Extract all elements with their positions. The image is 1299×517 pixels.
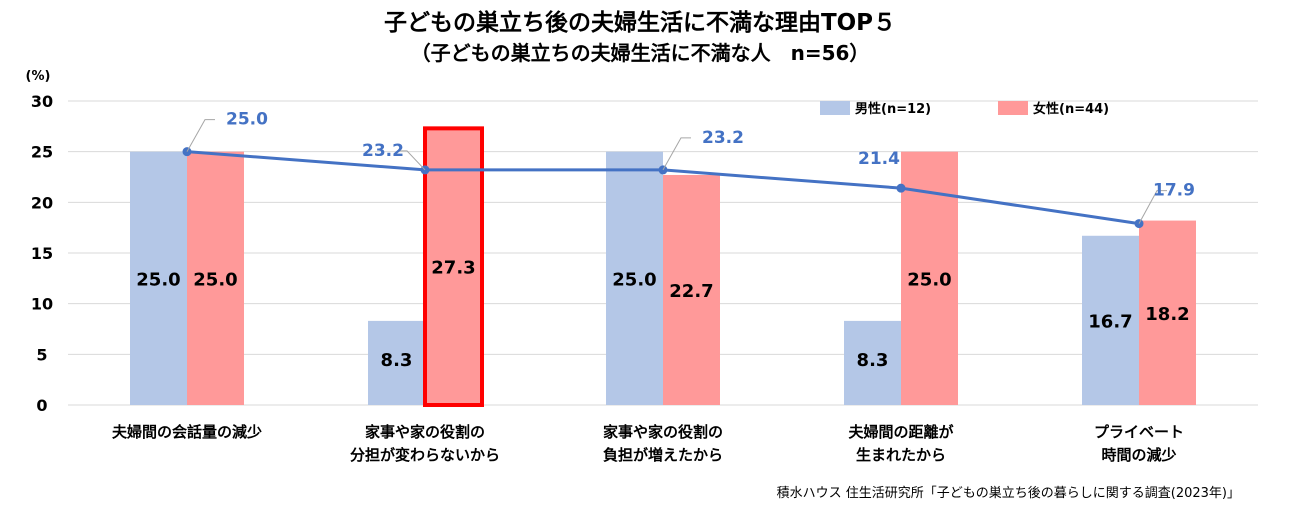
bar-male-3 [844,320,901,405]
legend: 男性(n=12) 女性(n=44) [820,101,1109,117]
bar-data-label: 8.3 [857,350,889,371]
line-data-label: 23.2 [702,128,744,148]
chart-subtitle: （子どもの巣立ちの夫婦生活に不満な人 n=56） [411,41,870,65]
y-tick-label: 20 [31,193,53,212]
bar-data-label: 25.0 [193,269,237,290]
bar-data-label: 8.3 [381,350,413,371]
bar-male-1 [368,320,425,405]
leader-line [1138,190,1167,224]
line-data-label: 25.0 [226,110,268,130]
x-category-label: 分担が変わらないから [350,446,500,464]
bar-female-4 [1139,220,1196,405]
line-data-label: 21.4 [858,149,900,169]
x-category-label: 負担が増えたから [603,446,723,464]
legend-label-female: 女性(n=44) [1033,101,1109,117]
bar-data-label: 25.0 [136,269,180,290]
bar-data-label: 18.2 [1145,304,1189,325]
bar-data-label: 25.0 [612,269,656,290]
y-tick-label: 10 [31,295,53,314]
y-tick-label: 30 [31,92,53,111]
y-tick-label: 5 [36,345,47,364]
line-data-label: 23.2 [362,141,404,161]
leader-line [186,119,215,152]
leader-line [662,137,691,171]
legend-label-male: 男性(n=12) [855,101,931,117]
line-data-label: 17.9 [1153,181,1195,201]
bar-male-0 [130,151,187,405]
legend-swatch-female [998,101,1028,115]
bar-male-2 [606,151,663,405]
bar-female-highlighted-1 [423,126,484,408]
bar-data-label: 22.7 [669,281,713,302]
y-axis-label: (%) [26,69,51,84]
bar-female-2 [663,174,720,405]
bar-female-0 [187,151,244,405]
leader-line [397,150,426,171]
x-category-label: 生まれたから [856,446,946,464]
line-point [896,183,906,193]
bar-data-label: 16.7 [1088,311,1132,332]
x-category-label: 夫婦間の会話量の減少 [112,423,262,441]
bar-male-4 [1082,235,1139,405]
y-tick-label: 0 [36,396,47,415]
x-category-label: 時間の減少 [1101,446,1176,464]
source-note: 積水ハウス 住生活研究所「子どもの巣立ち後の暮らしに関する調査(2023年)」 [777,486,1240,501]
bar-data-label: 25.0 [907,269,951,290]
y-tick-label: 25 [31,143,53,162]
x-category-label: 家事や家の役割の [365,423,485,441]
x-category-label: プライベート [1094,423,1184,441]
y-tick-label: 15 [31,244,53,263]
x-category-label: 家事や家の役割の [603,423,723,441]
x-category-label: 夫婦間の距離が [848,423,954,441]
legend-swatch-male [820,101,850,115]
chart-title: 子どもの巣立ち後の夫婦生活に不満な理由TOP５ [384,9,896,36]
bar-data-label: 27.3 [431,258,475,279]
